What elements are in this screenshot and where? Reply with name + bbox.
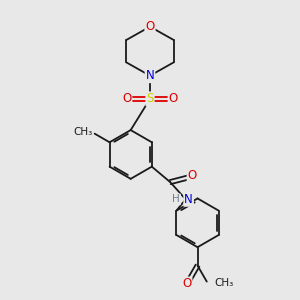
Text: O: O [182,278,191,290]
Text: O: O [188,169,197,182]
Text: H: H [172,194,180,204]
Text: N: N [184,193,193,206]
Text: CH₃: CH₃ [73,127,92,137]
Text: O: O [146,20,154,33]
Text: S: S [146,92,154,105]
Text: CH₃: CH₃ [214,278,233,288]
Text: O: O [169,92,178,105]
Text: N: N [146,69,154,82]
Text: O: O [122,92,131,105]
